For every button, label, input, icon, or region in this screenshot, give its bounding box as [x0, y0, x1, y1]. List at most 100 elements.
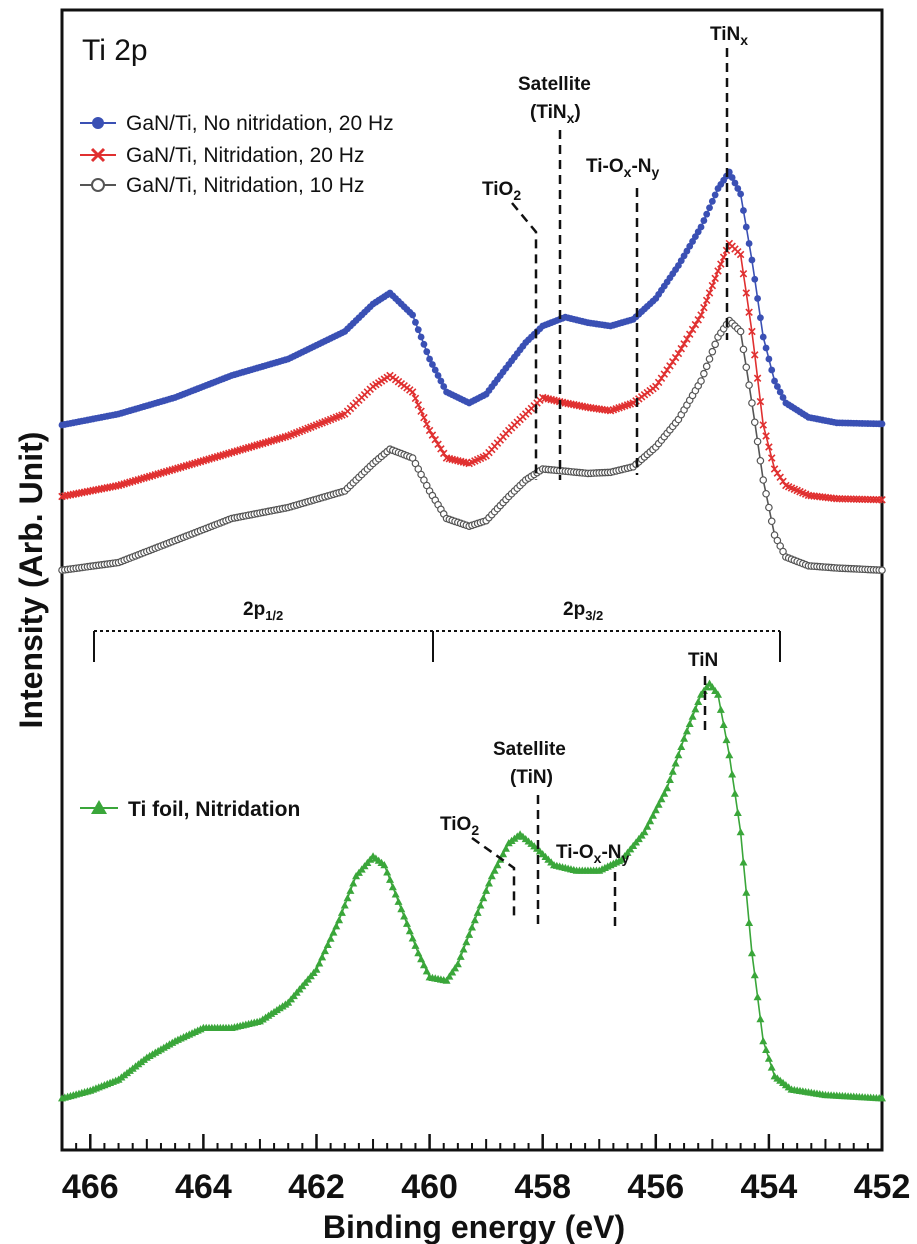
legend-marker-open: [91, 178, 105, 192]
data-point: [869, 495, 878, 504]
data-point: [762, 489, 770, 498]
data-point: [767, 517, 776, 526]
data-point: [685, 330, 694, 339]
data-point: [728, 174, 736, 181]
legend-entry-4: Ti foil, Nitridation: [128, 798, 300, 821]
data-point: [640, 828, 649, 836]
data-point: [318, 953, 327, 961]
data-point: [742, 888, 751, 896]
data-point: [776, 473, 784, 482]
data-point: [703, 210, 711, 218]
data-point: [414, 401, 423, 409]
data-point: [417, 955, 426, 963]
x-tick-label: 454: [741, 1168, 798, 1206]
data-point: [711, 274, 719, 283]
ann-tio2-upper: TiO2: [482, 179, 521, 203]
data-point: [750, 351, 759, 359]
data-point: [652, 382, 660, 391]
data-point: [711, 191, 719, 199]
data-point: [646, 817, 655, 825]
data-point: [663, 366, 671, 374]
ann-satellite-lower-paren: (TiN): [510, 767, 553, 788]
x-tick-label: 452: [854, 1168, 911, 1206]
data-point: [423, 348, 431, 356]
data-point: [708, 197, 716, 205]
data-point: [434, 440, 442, 449]
x-tick-label: 464: [175, 1168, 232, 1206]
data-point: [872, 495, 881, 504]
annotations-lower: TiN Satellite (TiN) TiO2 Ti-Ox-Ny: [440, 650, 718, 930]
data-point: [402, 919, 411, 927]
data-point: [779, 477, 787, 486]
x-tick-label: 460: [401, 1168, 458, 1206]
data-point: [400, 912, 409, 920]
data-point: [722, 735, 731, 744]
data-point: [719, 720, 728, 728]
data-point: [445, 972, 454, 980]
ann-satellite-upper: Satellite: [518, 74, 591, 95]
data-point: [479, 894, 488, 902]
data-point: [773, 383, 781, 390]
data-point: [343, 894, 352, 902]
data-point: [841, 495, 850, 503]
data-point: [714, 267, 722, 275]
legend-entry-2: GaN/Ti, Nitridation, 20 Hz: [126, 144, 364, 167]
data-point: [680, 734, 689, 742]
data-point: [677, 344, 686, 353]
data-point: [671, 759, 680, 767]
data-point: [315, 959, 324, 967]
data-point: [762, 432, 770, 440]
data-point: [414, 326, 422, 334]
data-point: [651, 806, 660, 814]
data-point: [388, 883, 397, 891]
data-point: [657, 795, 666, 803]
data-point: [411, 394, 420, 403]
data-point: [756, 1015, 765, 1023]
data-point: [674, 349, 683, 358]
ann-tio2-lower-line: [471, 836, 516, 920]
data-point: [717, 260, 725, 268]
data-point: [346, 886, 355, 894]
data-point: [329, 928, 338, 936]
data-point: [714, 690, 722, 698]
data-point: [694, 697, 703, 706]
x-axis-label: Binding energy (eV): [323, 1209, 625, 1244]
data-point: [864, 495, 872, 504]
data-point: [838, 495, 847, 503]
data-point: [832, 494, 841, 503]
data-point: [759, 421, 768, 429]
ann-2p32: 2p3/2: [563, 599, 603, 623]
data-point: [414, 949, 423, 957]
legend-entry-1: GaN/Ti, No nitridation, 20 Hz: [126, 112, 394, 135]
data-point: [878, 420, 886, 428]
data-point: [665, 775, 674, 783]
data-point: [426, 355, 433, 363]
data-point: [431, 435, 440, 444]
data-point: [420, 340, 428, 348]
y-axis-label: Intensity (Arb. Unit): [13, 432, 49, 729]
data-point: [663, 784, 672, 792]
data-point: [429, 361, 436, 368]
data-point: [878, 566, 886, 575]
data-point: [878, 496, 886, 504]
data-point: [408, 934, 417, 942]
data-point: [745, 381, 753, 389]
data-point: [688, 712, 697, 720]
data-point: [323, 940, 332, 948]
data-point: [844, 495, 852, 503]
data-point: [866, 495, 875, 504]
ann-tioxny-lower: Ti-Ox-Ny: [556, 842, 630, 866]
x-axis-ticks: [61, 1134, 884, 1150]
data-point: [835, 495, 844, 503]
data-point: [694, 316, 702, 324]
data-point: [745, 240, 753, 247]
data-point: [680, 340, 688, 348]
series-3: [58, 316, 886, 575]
data-point: [759, 1037, 768, 1045]
data-point: [431, 366, 439, 374]
series-group: [58, 168, 886, 1102]
data-point: [332, 922, 341, 930]
data-point: [849, 495, 858, 503]
data-point: [776, 388, 784, 396]
